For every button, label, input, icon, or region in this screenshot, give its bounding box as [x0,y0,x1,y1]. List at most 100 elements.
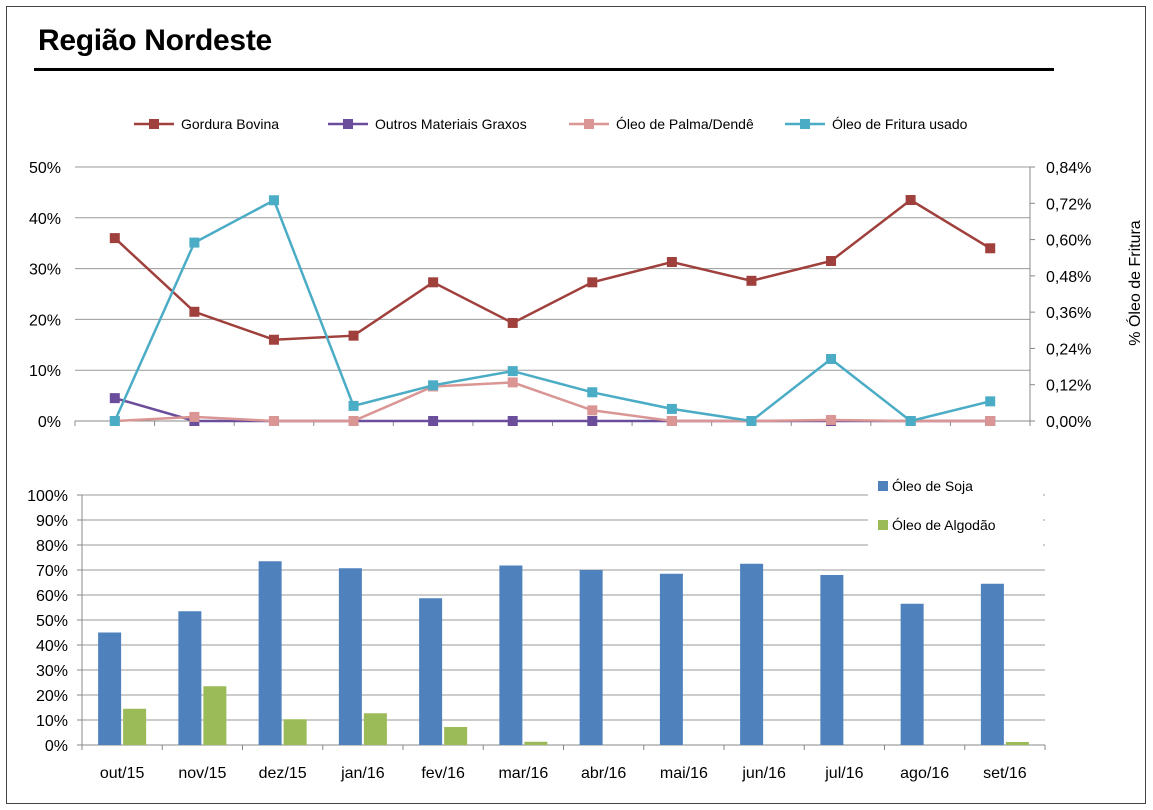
data-point-outros-materiais-graxos [428,416,439,426]
bar-chart-y-tick-label: 70% [36,563,68,580]
legend-marker-outros-materiais-graxos [343,119,353,129]
bar-oleo-de-soja [980,583,1004,745]
bar-oleo-de-soja [98,632,122,745]
bar-chart-y-tick-label: 50% [36,613,68,630]
x-tick-label: abr/16 [581,765,626,782]
data-point-outros-materiais-graxos [587,416,598,426]
data-point-oleo-de-fritura-usado [109,416,120,426]
data-point-gordura-bovina [666,256,677,267]
line-chart-y2-tick-label: 0,24% [1046,341,1091,358]
legend-marker-gordura-bovina [149,119,159,129]
data-point-oleo-de-palma-dende [666,416,677,426]
data-point-oleo-de-fritura-usado [826,354,837,365]
bar-chart-y-tick-label: 20% [36,688,68,705]
data-point-oleo-de-fritura-usado [985,396,996,407]
bar-chart-y-tick-label: 0% [45,738,68,755]
legend-label: Outros Materiais Graxos [375,116,527,132]
bar-oleo-de-soja [820,575,844,745]
bar-chart-y-tick-label: 90% [36,513,68,530]
data-point-oleo-de-fritura-usado [746,416,757,426]
x-tick-label: jan/16 [340,765,385,782]
data-point-gordura-bovina [428,277,439,288]
line-chart-y2-tick-label: 0,84% [1046,160,1091,177]
series-line-oleo-de-fritura-usado [113,198,991,423]
data-point-oleo-de-palma-dende [826,414,837,425]
bar-chart-y-tick-label: 100% [27,488,68,505]
data-point-oleo-de-fritura-usado [507,366,518,377]
x-tick-label: mai/16 [660,765,708,782]
bar-oleo-de-soja [740,563,764,745]
line-chart-y2-tick-label: 0,00% [1046,414,1091,431]
data-point-oleo-de-palma-dende [189,411,200,422]
data-point-oleo-de-palma-dende [268,416,279,426]
data-point-outros-materiais-graxos [109,393,120,404]
data-point-oleo-de-fritura-usado [348,400,359,411]
legend-label: Gordura Bovina [181,116,279,132]
x-tick-label: jun/16 [741,765,786,782]
x-tick-label: set/16 [983,765,1027,782]
data-point-outros-materiais-graxos [507,416,518,426]
x-tick-label: mar/16 [498,765,548,782]
bar-oleo-de-algodao [203,686,227,745]
data-point-gordura-bovina [189,306,200,317]
bar-oleo-de-soja [258,561,282,745]
data-point-gordura-bovina [507,317,518,328]
bar-oleo-de-algodao [524,741,548,745]
legend-swatch-oleo-de-soja [878,481,888,491]
data-point-gordura-bovina [268,334,279,345]
data-point-gordura-bovina [348,330,359,341]
legend-marker-oleo-de-palma-dende [584,119,594,129]
data-point-oleo-de-palma-dende [587,405,598,416]
data-point-oleo-de-fritura-usado [189,237,200,248]
bar-chart-y-tick-label: 60% [36,588,68,605]
bar-oleo-de-soja [338,568,362,745]
data-point-gordura-bovina [746,275,757,286]
bar-oleo-de-soja [579,570,603,745]
data-point-oleo-de-fritura-usado [905,416,916,426]
bar-chart-y-tick-label: 30% [36,663,68,680]
bar-oleo-de-algodao [123,708,147,745]
page-title: Região Nordeste [38,24,272,57]
line-chart-y2-tick-label: 0,36% [1046,305,1091,322]
line-chart-y2-tick-label: 0,72% [1046,196,1091,213]
data-point-gordura-bovina [905,195,916,206]
legend-label: Óleo de Fritura usado [832,116,968,132]
data-point-oleo-de-fritura-usado [268,195,279,206]
line-chart-y-tick-label: 20% [29,312,61,329]
x-tick-label: out/15 [100,765,145,782]
bar-chart-legend-background [868,468,1043,548]
bar-oleo-de-algodao [444,727,468,745]
line-chart-y2-tick-label: 0,48% [1046,269,1091,286]
x-tick-label: dez/15 [259,765,307,782]
line-chart-y-tick-label: 0% [38,414,61,431]
bar-chart-y-tick-label: 10% [36,713,68,730]
line-chart-y-tick-label: 30% [29,262,61,279]
x-tick-label: ago/16 [900,765,949,782]
bar-oleo-de-algodao [1005,742,1029,745]
x-tick-label: jul/16 [824,765,863,782]
bar-oleo-de-soja [419,598,443,745]
bar-oleo-de-algodao [363,713,387,745]
legend-label: Óleo de Palma/Dendê [616,116,754,132]
legend-swatch-oleo-de-algodao [878,520,888,530]
series-line-oleo-de-palma-dende [114,381,991,423]
bar-chart-y-tick-label: 40% [36,638,68,655]
line-chart-y-tick-label: 10% [29,363,61,380]
series-line-gordura-bovina [113,198,991,341]
line-chart-y2-tick-label: 0,12% [1046,378,1091,395]
data-point-gordura-bovina [587,277,598,288]
title-underline [34,68,1054,71]
legend-label: Óleo de Algodão [892,517,996,533]
line-chart-y-tick-label: 50% [29,160,61,177]
line-chart-y2-tick-label: 0,60% [1046,233,1091,250]
series-line-outros-materiais-graxos [114,396,991,423]
data-point-oleo-de-palma-dende [348,416,359,426]
bar-oleo-de-soja [900,603,924,745]
data-point-oleo-de-palma-dende [985,416,996,426]
data-point-oleo-de-palma-dende [507,377,518,388]
x-tick-label: fev/16 [421,765,465,782]
legend-label: Óleo de Soja [892,478,973,494]
legend-marker-oleo-de-fritura-usado [800,119,810,129]
data-point-oleo-de-fritura-usado [666,403,677,414]
